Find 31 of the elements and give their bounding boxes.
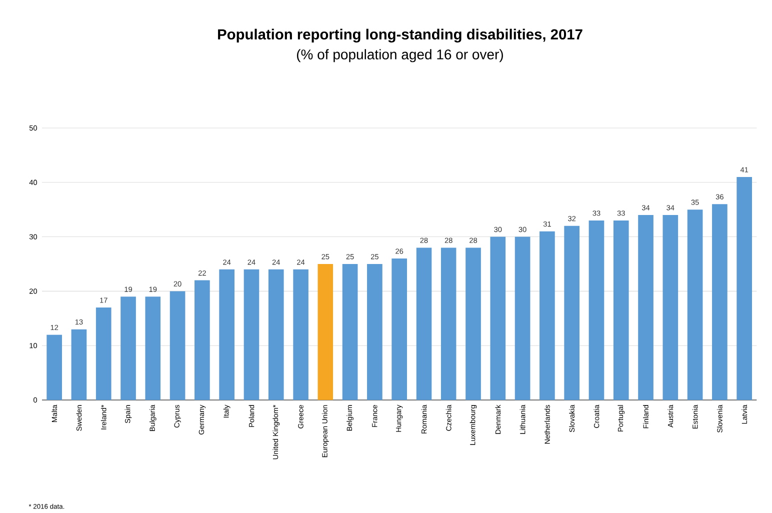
bar [540,231,555,400]
bar [440,248,456,400]
bar [514,236,530,400]
bar [736,176,752,400]
bar [318,264,334,400]
bar [466,248,481,400]
bar [564,226,580,400]
bar [342,264,358,400]
bar [662,215,678,400]
bar [293,269,308,400]
bar [145,296,161,400]
bar [46,334,62,400]
bar [367,264,382,400]
bar [170,291,186,400]
bar [244,269,260,400]
bar [268,269,284,400]
bar [490,236,506,400]
bar [416,248,432,400]
bar [194,280,210,400]
bar [71,329,87,400]
bar [588,220,604,400]
bar [712,204,728,400]
bar [687,210,703,400]
chart-title: Population reporting long-standing disabilities, 2017 [218,28,582,43]
bar [392,258,407,400]
bar [613,220,629,400]
bar [219,269,234,400]
chart-subtitle: (% of population aged 16 or over) [296,49,503,62]
bar [96,308,112,400]
bar [638,215,654,400]
bar [120,296,136,400]
